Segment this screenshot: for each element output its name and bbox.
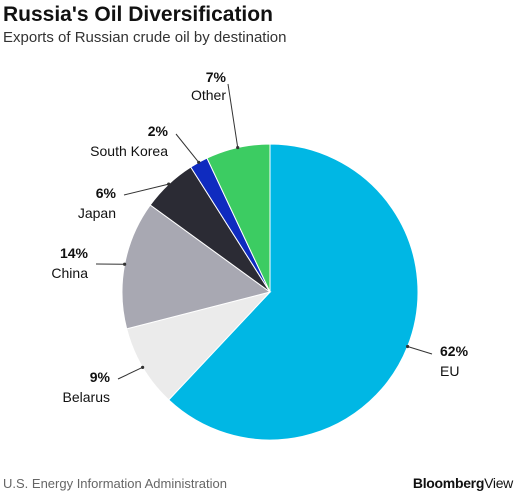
slice-percent-japan: 6% [96, 185, 117, 201]
brand-logo: BloombergView [413, 475, 513, 491]
leader-line-other [227, 83, 239, 148]
slice-percent-south-korea: 2% [148, 123, 169, 139]
slice-name-belarus: Belarus [63, 389, 110, 405]
leader-dot-japan [167, 182, 171, 186]
chart-subtitle: Exports of Russian crude oil by destinat… [3, 29, 287, 46]
source-note: U.S. Energy Information Administration [3, 476, 227, 491]
slice-name-south-korea: South Korea [90, 143, 168, 159]
leader-line-belarus [117, 366, 143, 380]
slice-name-japan: Japan [78, 205, 116, 221]
slice-percent-belarus: 9% [90, 369, 111, 385]
leader-line-eu [407, 346, 433, 355]
leader-line-japan [123, 183, 169, 196]
leader-dot-eu [406, 344, 410, 349]
leader-lines [95, 83, 433, 380]
leader-dot-south-korea [197, 160, 201, 164]
slice-percent-china: 14% [60, 245, 89, 261]
slice-name-china: China [51, 265, 88, 281]
leader-dot-other [236, 145, 240, 150]
leader-dot-china [123, 262, 127, 266]
slice-percent-other: 7% [206, 69, 227, 85]
pie-slices [121, 143, 419, 441]
leader-dot-belarus [141, 365, 145, 369]
slice-name-other: Other [191, 87, 226, 103]
slice-name-eu: EU [440, 363, 459, 379]
slice-labels: 62% EU 9% Belarus 14% China 6% Japan 2% South Kor… [51, 69, 468, 405]
pie-chart: 62% EU 9% Belarus 14% China 6% Japan 2% South Kor… [51, 69, 469, 441]
brand-light: View [484, 475, 513, 491]
leader-line-south-korea [175, 133, 200, 163]
chart-title: Russia's Oil Diversification [3, 3, 273, 26]
brand-bold: Bloomberg [412, 475, 485, 491]
slice-percent-eu: 62% [440, 343, 469, 359]
